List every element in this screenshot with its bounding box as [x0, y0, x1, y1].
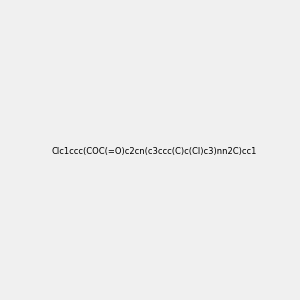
- Text: Clc1ccc(COC(=O)c2cn(c3ccc(C)c(Cl)c3)nn2C)cc1: Clc1ccc(COC(=O)c2cn(c3ccc(C)c(Cl)c3)nn2C…: [51, 147, 256, 156]
